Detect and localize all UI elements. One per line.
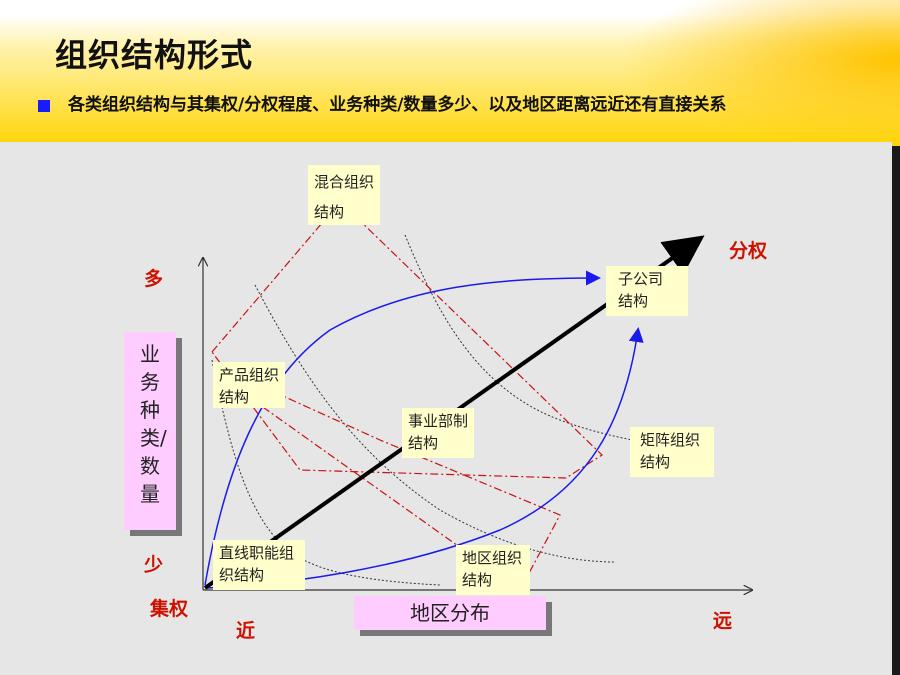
box-product-structure-label: 产品组织结构 [219,366,280,406]
box-matrix-structure-label: 矩阵组织结构 [640,431,701,471]
bullet-square-icon [38,100,50,112]
x-axis-title-box: 地区分布 [354,596,546,630]
box-regional-structure: 地区组织结构 [456,545,530,595]
box-subsidiary-structure: 子公司结构 [606,266,688,316]
origin-label: 集权 [150,598,189,620]
x-axis-title: 地区分布 [410,601,490,625]
box-product-structure: 产品组织结构 [213,362,285,408]
x-axis-far-label: 远 [713,610,733,632]
slide-subtitle: 各类组织结构与其集权/分权程度、业务种类/数量多少、以及地区距离远近还有直接关系 [68,95,727,115]
slide-title: 组织结构形式 [55,36,254,74]
box-line-function-structure-label: 直线职能组织结构 [219,544,295,584]
box-regional-structure-label: 地区组织结构 [462,549,523,589]
y-axis-top-label: 多 [144,268,164,290]
y-axis-bottom-label: 少 [144,554,164,576]
box-division-structure: 事业部制结构 [402,408,474,458]
box-line-function-structure: 直线职能组织结构 [213,540,305,590]
diagram-panel-shadow [892,146,900,675]
x-axis-near-label: 近 [236,620,256,642]
box-subsidiary-structure-label: 子公司结构 [618,270,664,310]
dotted-curve-2 [254,284,616,563]
header-banner-glow [620,0,900,150]
box-matrix-structure: 矩阵组织结构 [630,427,714,477]
blue-arrow-upper [204,270,601,586]
box-division-structure-label: 事业部制结构 [408,412,469,452]
box-mixed-structure-label: 混合组织结构 [314,173,375,221]
y-axis-title-box: 业务种类/数量 [124,332,176,530]
box-mixed-structure: 混合组织结构 [308,165,380,225]
y-axis-title: 业务种类/数量 [140,342,167,506]
diagonal-end-label: 分权 [729,240,768,262]
